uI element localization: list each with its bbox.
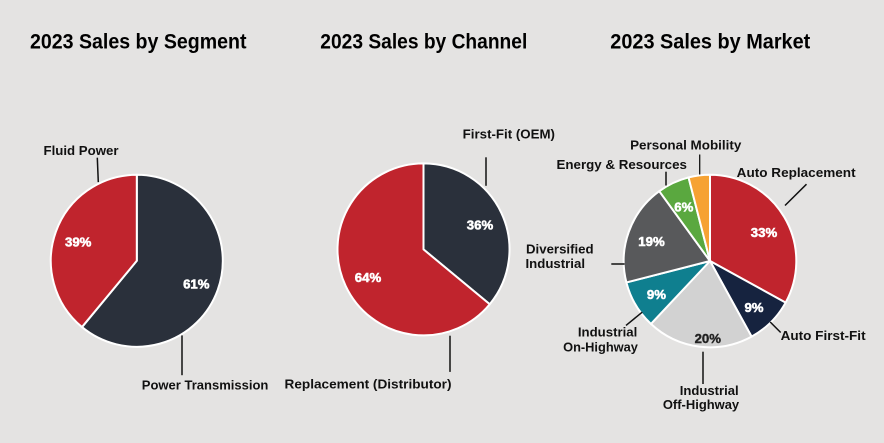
svg-text:Industrial: Industrial	[680, 383, 739, 398]
svg-text:On-Highway: On-Highway	[563, 339, 638, 354]
svg-text:Off-Highway: Off-Highway	[663, 397, 740, 412]
svg-text:Energy & Resources: Energy & Resources	[557, 157, 687, 172]
svg-text:39%: 39%	[65, 234, 92, 249]
svg-text:Replacement (Distributor): Replacement (Distributor)	[285, 377, 452, 392]
svg-text:2023 Sales by Segment: 2023 Sales by Segment	[30, 31, 247, 54]
svg-text:2023 Sales by Market: 2023 Sales by Market	[610, 31, 810, 54]
svg-text:Diversified: Diversified	[526, 242, 594, 257]
svg-text:Fluid Power: Fluid Power	[44, 143, 119, 158]
svg-text:2023 Sales by Channel: 2023 Sales by Channel	[320, 31, 527, 54]
svg-text:Auto Replacement: Auto Replacement	[737, 165, 857, 180]
svg-text:Industrial: Industrial	[526, 256, 586, 271]
svg-text:Auto First-Fit: Auto First-Fit	[781, 328, 867, 343]
svg-text:9%: 9%	[744, 300, 763, 315]
svg-text:36%: 36%	[467, 218, 494, 233]
svg-text:9%: 9%	[647, 287, 666, 302]
svg-text:64%: 64%	[355, 270, 382, 285]
svg-text:First-Fit (OEM): First-Fit (OEM)	[463, 127, 555, 142]
svg-text:6%: 6%	[674, 200, 693, 215]
svg-text:61%: 61%	[183, 276, 210, 291]
svg-text:Industrial: Industrial	[578, 324, 637, 339]
svg-text:19%: 19%	[638, 234, 665, 249]
svg-text:Personal Mobility: Personal Mobility	[630, 137, 742, 152]
svg-text:20%: 20%	[695, 331, 722, 346]
svg-text:33%: 33%	[751, 225, 778, 240]
svg-text:Power Transmission: Power Transmission	[142, 377, 269, 392]
